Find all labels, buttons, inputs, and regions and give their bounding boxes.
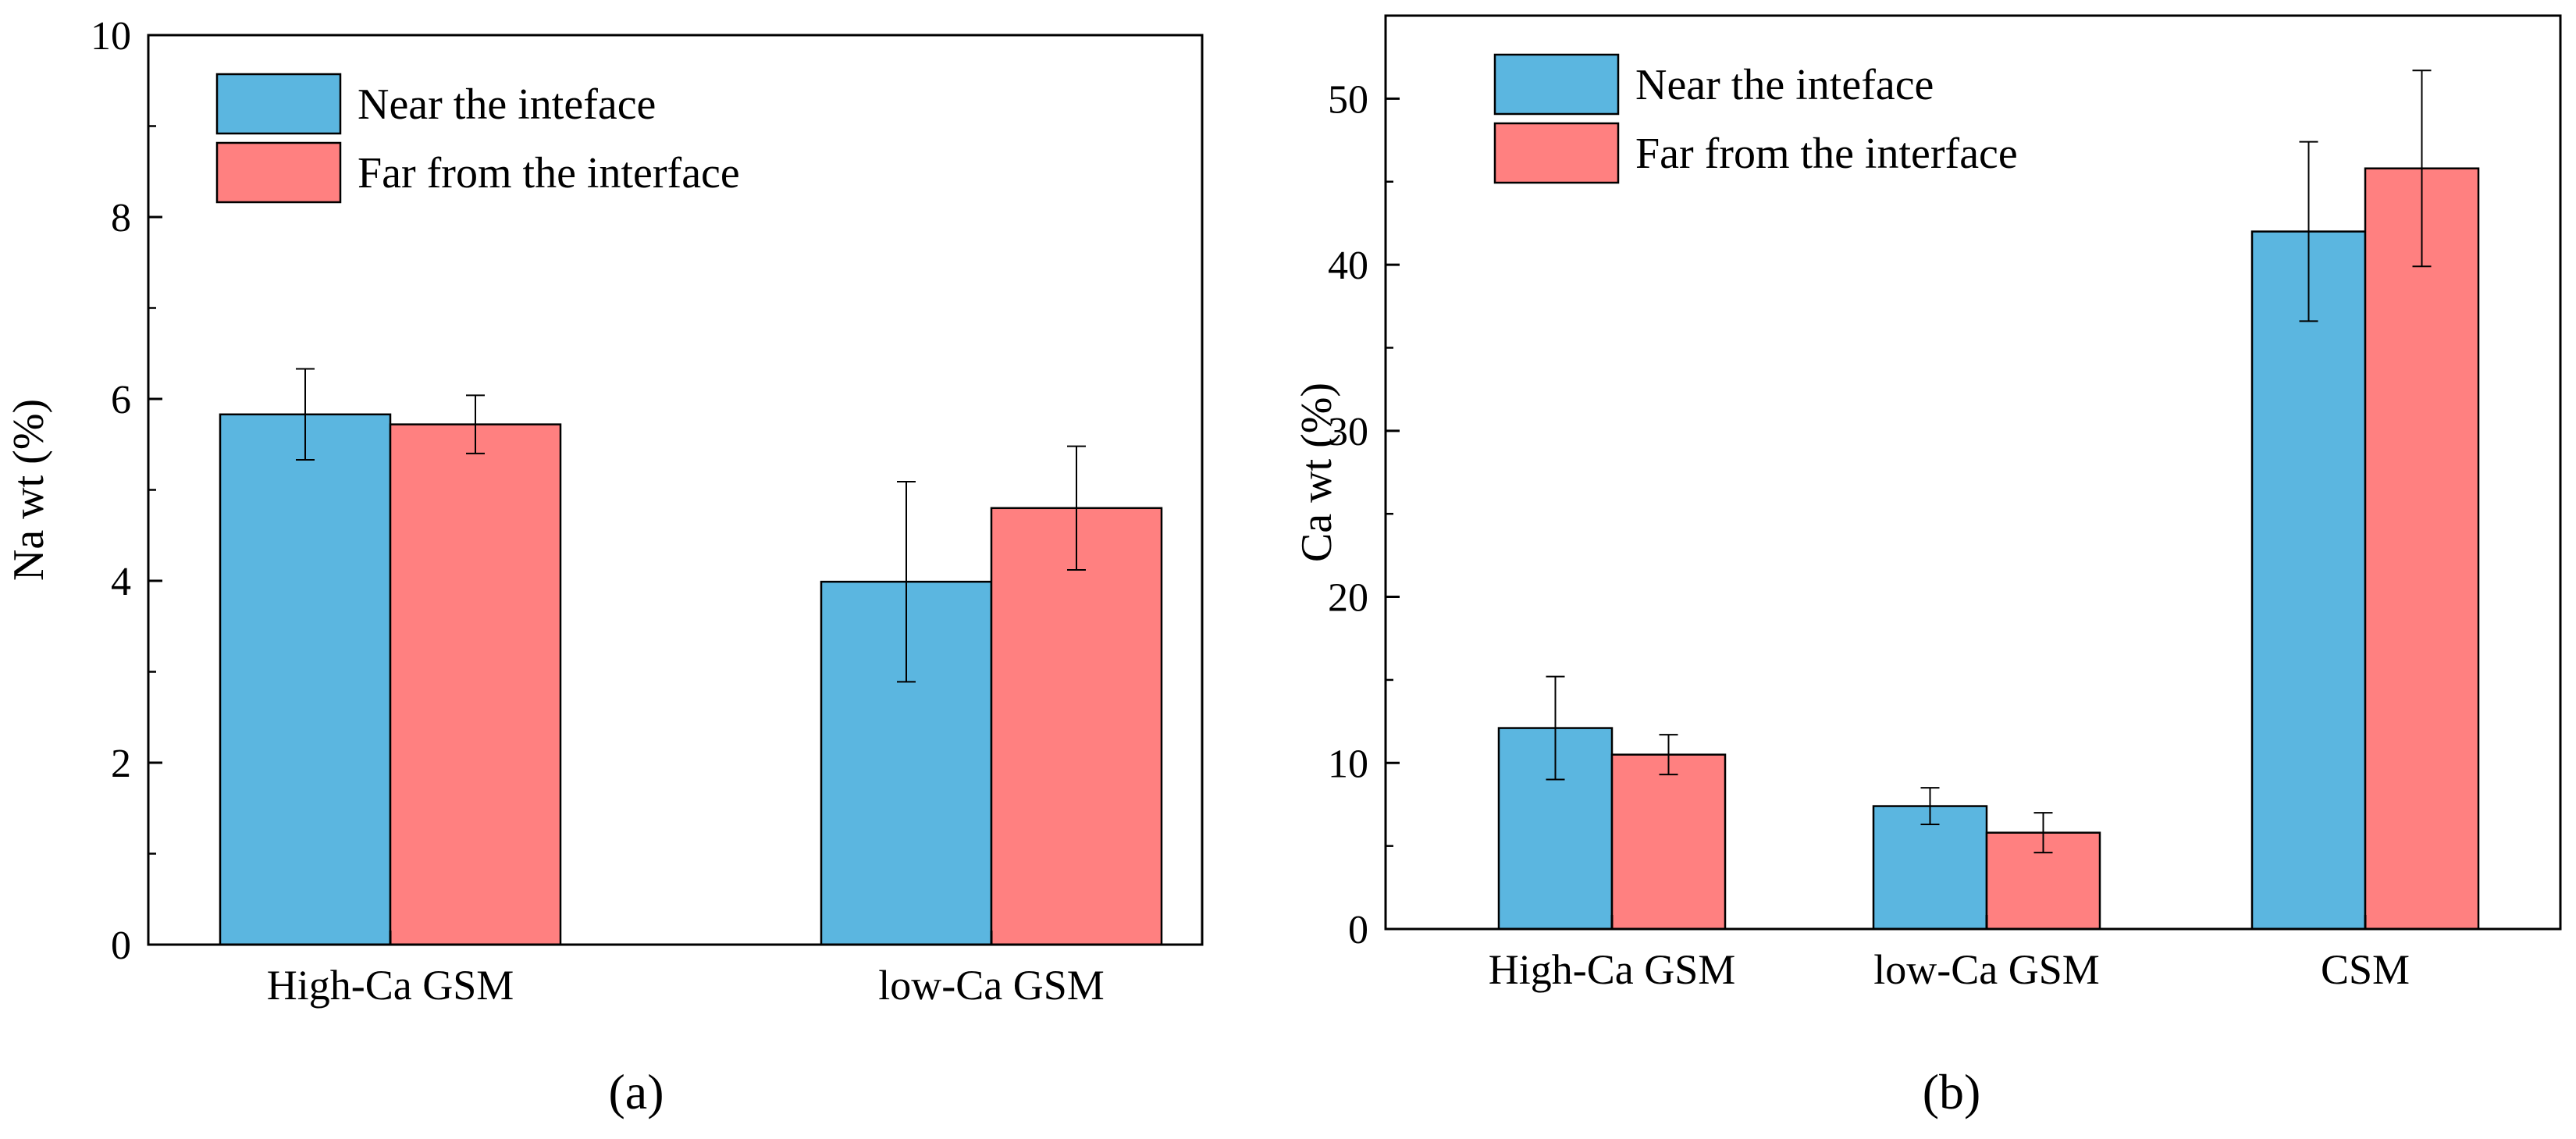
panel-b-bars [1497, 167, 2480, 931]
panel-a-bars [219, 413, 1163, 946]
panel-b-error-bars [1546, 69, 2432, 854]
bar-far-1 [1610, 753, 1727, 931]
panel-b-x-ticks: High-Ca GSM low-Ca GSM CSM [1489, 915, 2410, 993]
panel-b: 0 10 20 30 40 50 High-Ca GSM low-Ca GSM CSM Ca … [1293, 14, 2562, 1119]
y-tick-label: 20 [1328, 576, 1368, 621]
bar-near-1 [219, 413, 392, 946]
panel-a-legend: Near the inteface Far from the interface [215, 73, 740, 204]
y-tick-label: 6 [111, 378, 131, 422]
y-tick-label: 0 [1348, 908, 1368, 952]
panel-b-plot-frame [1384, 14, 2562, 931]
x-tick-label: low-Ca GSM [878, 962, 1105, 1009]
panel-a-error-bars [296, 368, 1086, 683]
panel-a-caption: (a) [608, 1064, 664, 1119]
bar-near-3 [2250, 230, 2367, 931]
panel-b-y-ticks: 0 10 20 30 40 50 [1328, 77, 1400, 952]
y-tick-label: 4 [111, 560, 131, 604]
bar-far-1 [389, 423, 562, 946]
panel-a-x-ticks: High-Ca GSM low-Ca GSM [267, 931, 1105, 1009]
panel-b-legend-swatch-far [1493, 122, 1620, 184]
y-tick-label: 8 [111, 196, 131, 240]
panel-a-y-axis-label: Na wt (%) [5, 399, 53, 581]
bar-far-2 [990, 507, 1163, 946]
x-tick-label: CSM [2321, 946, 2410, 993]
panel-b-legend-swatch-near [1493, 53, 1620, 116]
panel-b-legend-label-far: Far from the interface [1635, 130, 2018, 178]
panel-a-legend-swatch-far [215, 141, 342, 204]
panel-b-legend-label-near: Near the inteface [1635, 61, 1934, 109]
y-tick-label: 40 [1328, 244, 1368, 288]
panel-b-y-axis-label: Ca wt (%) [1293, 383, 1341, 562]
panel-a-legend-swatch-near [215, 73, 342, 135]
x-tick-label: High-Ca GSM [267, 962, 514, 1009]
panel-a-legend-label-near: Near the inteface [358, 80, 656, 129]
panel-a-legend-label-far: Far from the interface [358, 149, 740, 198]
panel-b-caption: (b) [1923, 1064, 1981, 1119]
y-tick-label: 10 [91, 14, 131, 59]
y-tick-label: 50 [1328, 77, 1368, 122]
panel-a-y-ticks: 0 2 4 6 8 10 [91, 14, 162, 968]
y-tick-label: 0 [111, 924, 131, 968]
panel-b-legend: Near the inteface Far from the interface [1493, 53, 2018, 184]
bar-far-3 [2364, 167, 2480, 931]
y-tick-label: 10 [1328, 742, 1368, 786]
x-tick-label: low-Ca GSM [1873, 946, 2100, 993]
x-tick-label: High-Ca GSM [1489, 946, 1736, 993]
y-tick-label: 2 [111, 742, 131, 786]
y-tick-label: 30 [1328, 410, 1368, 454]
